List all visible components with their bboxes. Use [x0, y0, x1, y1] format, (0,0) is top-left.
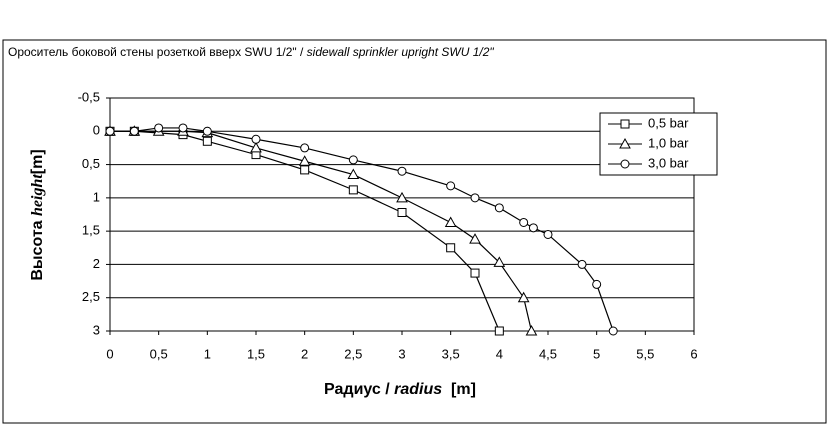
marker: [470, 268, 480, 278]
x-tick-label: 5: [593, 346, 600, 361]
x-tick-label: 4,5: [539, 346, 557, 361]
legend-label: 3,0 bar: [648, 155, 689, 170]
x-label-part: radius: [394, 381, 442, 398]
y-tick-label: 2,5: [82, 289, 100, 304]
marker: [202, 126, 212, 136]
x-tick-label: 1: [204, 346, 211, 361]
marker: [493, 256, 506, 267]
marker: [202, 136, 212, 146]
marker: [251, 134, 261, 144]
x-tick-label: 1,5: [247, 346, 265, 361]
chart-frame: [2, 39, 827, 424]
y-label-part: Высота: [29, 216, 46, 281]
y-axis-label: Высота height[m]: [29, 149, 47, 280]
marker: [397, 208, 407, 218]
y-label-part: [m]: [29, 149, 46, 174]
marker: [525, 324, 538, 336]
marker: [592, 279, 602, 289]
marker: [397, 166, 407, 176]
y-tick-label: 0,5: [82, 156, 100, 171]
x-label-part: [m]: [442, 381, 476, 398]
marker: [470, 193, 480, 203]
marker: [519, 217, 529, 227]
marker: [608, 326, 618, 336]
marker: [348, 185, 358, 195]
marker: [298, 155, 311, 166]
marker: [178, 123, 188, 133]
marker: [444, 216, 457, 227]
x-tick-label: 5,5: [636, 346, 654, 361]
marker: [528, 223, 538, 233]
marker: [543, 229, 553, 239]
x-tick-label: 3: [398, 346, 405, 361]
title-part: Ороситель боковой стены розеткой вверх S…: [8, 45, 307, 59]
legend-label: 0,5 bar: [648, 115, 689, 130]
x-tick-label: 3,5: [442, 346, 460, 361]
marker: [620, 159, 630, 169]
x-tick-label: 6: [690, 346, 697, 361]
x-tick-label: 4: [496, 346, 503, 361]
marker: [348, 155, 358, 165]
marker: [620, 119, 630, 129]
title-part: sidewall sprinkler upright SWU 1/2": [307, 45, 495, 59]
marker: [250, 141, 262, 153]
y-tick-label: -0,5: [78, 89, 100, 104]
y-tick-label: 1,5: [82, 223, 100, 238]
x-tick-label: 0: [106, 346, 113, 361]
y-tick-label: 2: [93, 256, 100, 271]
x-label-part: Радиус /: [324, 381, 394, 398]
y-label-part: height: [29, 174, 46, 216]
marker: [347, 168, 360, 180]
marker: [300, 165, 310, 175]
y-tick-label: 0: [93, 123, 100, 138]
marker: [517, 291, 530, 303]
legend-label: 1,0 bar: [648, 135, 689, 150]
marker: [446, 181, 456, 191]
marker: [129, 126, 139, 136]
marker: [494, 203, 504, 213]
x-tick-label: 0,5: [150, 346, 168, 361]
marker: [494, 326, 504, 336]
marker: [577, 259, 587, 269]
marker: [154, 123, 164, 133]
y-tick-label: 3: [93, 322, 100, 337]
marker: [469, 233, 481, 244]
y-tick-label: 1: [93, 189, 100, 204]
marker: [396, 191, 408, 203]
marker: [446, 243, 456, 253]
chart-title: Ороситель боковой стены розеткой вверх S…: [8, 45, 494, 59]
x-tick-label: 2,5: [344, 346, 362, 361]
x-tick-label: 2: [301, 346, 308, 361]
marker: [300, 143, 310, 153]
marker: [105, 126, 115, 136]
series-line: [110, 130, 533, 332]
marker: [619, 137, 631, 149]
x-axis-label: Радиус / radius [m]: [324, 381, 476, 398]
